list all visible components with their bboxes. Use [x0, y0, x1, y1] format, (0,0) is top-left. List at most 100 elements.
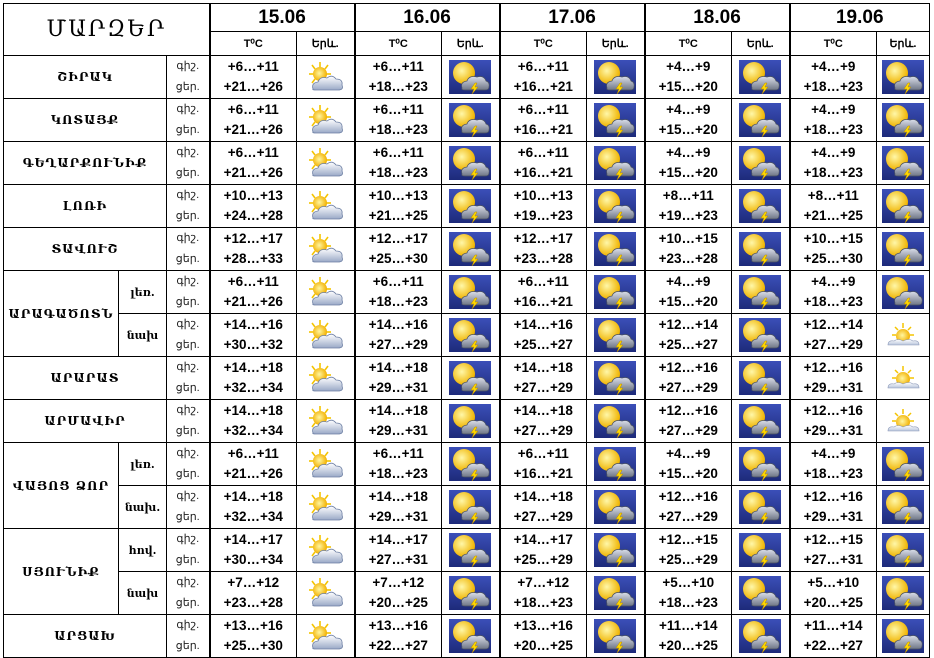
day-temp: +21…+26: [223, 294, 283, 309]
day-label: ցեր.: [175, 339, 200, 351]
partly-cloudy-icon: [298, 404, 353, 438]
temperature-cell: +14…+17 +30…+34: [209, 528, 297, 572]
temperature-cell: +6…+11 +16…+21: [499, 270, 587, 314]
day-label: ցեր.: [175, 124, 200, 136]
night-temp: +14…+16: [223, 317, 283, 332]
region-name: ԳԵՂԱՐՔՈՒՆԻՔ: [3, 141, 167, 185]
night-label: գիշ.: [176, 576, 200, 588]
thunderstorm-icon: [733, 232, 788, 266]
night-temp: +4…+9: [666, 446, 711, 461]
night-temp: +4…+9: [811, 274, 856, 289]
night-temp: +8…+11: [807, 188, 859, 203]
thunderstorm-icon: [588, 447, 643, 481]
thunderstorm-icon: [588, 361, 643, 395]
sunny-icon: [878, 320, 929, 350]
weather-icon-cell: [731, 442, 791, 486]
night-temp: +4…+9: [811, 59, 856, 74]
weather-icon-cell: [586, 141, 646, 185]
partly-cloudy-icon: [298, 103, 353, 137]
temperature-cell: +10…+13 +24…+28: [209, 184, 297, 228]
night-label: գիշ.: [176, 189, 200, 201]
thunderstorm-icon: [733, 447, 788, 481]
weather-icon-cell: [296, 55, 356, 99]
thunderstorm-icon: [878, 189, 929, 223]
thunderstorm-icon: [733, 275, 788, 309]
day-label: ցեր.: [175, 425, 200, 437]
weather-icon-cell: [296, 227, 356, 271]
day-temp: +32…+34: [223, 380, 283, 395]
weather-subheader: Երև.: [876, 31, 930, 56]
day-temp: +27…+29: [513, 423, 573, 438]
table-title: ՄԱՐԶԵՐ: [3, 3, 211, 56]
day-temp: +29…+31: [803, 423, 863, 438]
weather-icon-cell: [296, 184, 356, 228]
temperature-cell: +7…+12 +20…+25: [354, 571, 442, 615]
temperature-cell: +14…+16 +27…+29: [354, 313, 442, 357]
thunderstorm-icon: [733, 576, 788, 610]
night-temp: +10…+15: [658, 231, 718, 246]
time-labels: գիշ. ցեր.: [166, 227, 211, 271]
weather-icon-cell: [441, 356, 501, 400]
temperature-cell: +13…+16 +22…+27: [354, 614, 442, 658]
night-temp: +14…+18: [368, 403, 428, 418]
night-label: գիշ.: [176, 447, 200, 459]
day-temp: +25…+30: [803, 251, 863, 266]
day-temp: +18…+23: [803, 165, 863, 180]
thunderstorm-icon: [878, 60, 929, 94]
thunderstorm-icon: [878, 490, 929, 524]
weather-icon-cell: [441, 270, 501, 314]
night-temp: +6…+11: [227, 145, 279, 160]
table-row: ԳԵՂԱՐՔՈՒՆԻՔ գիշ. ցեր. +6…+11 +21…+26 +6…+11 +1…: [3, 141, 930, 185]
partly-cloudy-icon: [298, 275, 353, 309]
weather-icon-cell: [731, 528, 791, 572]
temperature-cell: +11…+14 +22…+27: [789, 614, 877, 658]
day-temp: +21…+25: [368, 208, 428, 223]
weather-icon-cell: [876, 485, 930, 529]
table-row: ՎԱՅՈՑ ՁՈՐ լեռ. գիշ. ցեր. +6…+11 +21…+26 +6…+11…: [3, 442, 930, 529]
day-label: ցեր.: [175, 81, 200, 93]
night-temp: +4…+9: [666, 145, 711, 160]
temperature-cell: +10…+13 +19…+23: [499, 184, 587, 228]
weather-icon-cell: [296, 571, 356, 615]
region-name: ԱՐԱՐԱՏ: [3, 356, 167, 400]
night-temp: +7…+12: [517, 575, 570, 590]
night-temp: +14…+18: [513, 489, 573, 504]
weather-icon-cell: [296, 442, 356, 486]
subregion-name: հով.: [118, 528, 167, 572]
day-temp: +18…+23: [803, 466, 863, 481]
temperature-cell: +14…+17 +27…+31: [354, 528, 442, 572]
thunderstorm-icon: [588, 576, 643, 610]
temperature-cell: +10…+13 +21…+25: [354, 184, 442, 228]
day-temp: +20…+25: [513, 638, 573, 653]
night-temp: +11…+14: [658, 618, 718, 633]
thunderstorm-icon: [878, 533, 929, 567]
day-temp: +16…+21: [513, 122, 573, 137]
weather-icon-cell: [876, 614, 930, 658]
thunderstorm-icon: [588, 103, 643, 137]
weather-icon-cell: [876, 55, 930, 99]
weather-icon-cell: [441, 55, 501, 99]
date-header: 18.06: [644, 3, 791, 32]
thunderstorm-icon: [443, 189, 498, 223]
day-temp: +21…+26: [223, 79, 283, 94]
thunderstorm-icon: [443, 275, 498, 309]
day-temp: +18…+23: [803, 122, 863, 137]
temperature-cell: +14…+18 +27…+29: [499, 485, 587, 529]
night-label: գիշ.: [176, 619, 200, 631]
day-temp: +25…+27: [513, 337, 573, 352]
sunny-icon: [878, 406, 929, 436]
table-row: ԱՐՄԱՎԻՐ գիշ. ցեր. +14…+18 +32…+34 +14…+18 +29……: [3, 399, 930, 443]
table-row: նախ. գիշ. ցեր. +14…+18 +32…+34 +14…+18 +29…+31…: [4, 485, 930, 529]
night-temp: +4…+9: [811, 102, 856, 117]
weather-icon-cell: [441, 184, 501, 228]
night-label: գիշ.: [176, 60, 200, 72]
day-temp: +22…+27: [803, 638, 863, 653]
day-temp: +19…+23: [513, 208, 573, 223]
night-temp: +14…+18: [513, 403, 573, 418]
day-temp: +18…+23: [513, 595, 573, 610]
weather-icon-cell: [441, 571, 501, 615]
day-label: ցեր.: [175, 382, 200, 394]
night-temp: +6…+11: [517, 446, 569, 461]
weather-icon-cell: [586, 399, 646, 443]
night-temp: +10…+15: [803, 231, 863, 246]
